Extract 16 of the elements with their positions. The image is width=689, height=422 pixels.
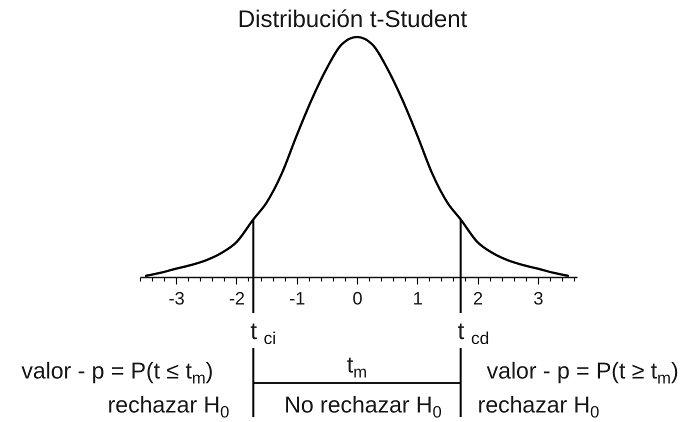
x-tick-label: 0 [352,288,362,308]
text: rechazar H$_{0}$ [478,391,600,422]
x-tick-label: 1 [412,288,423,308]
x-tick-label: 2 [473,288,484,308]
chart-title: Distribución t-Student [238,6,468,33]
ref-line-label: t $_{ci}$ [250,318,276,348]
ref-line-label: t $_{cd}$ [458,318,490,348]
x-tick-label: -3 [168,288,185,308]
text: No rechazar H$_{0}$ [284,391,442,422]
x-tick-label: -1 [289,288,306,308]
x-tick-label: 3 [533,288,544,308]
x-tick-label: -2 [228,288,245,308]
text: valor - p = P(t ≤ t$_{m}$) [21,357,214,388]
text: t$_{m}$ [346,351,368,382]
text: valor - p = P(t ≥ t$_{m}$) [486,357,679,388]
text: rechazar H$_{0}$ [108,391,230,422]
